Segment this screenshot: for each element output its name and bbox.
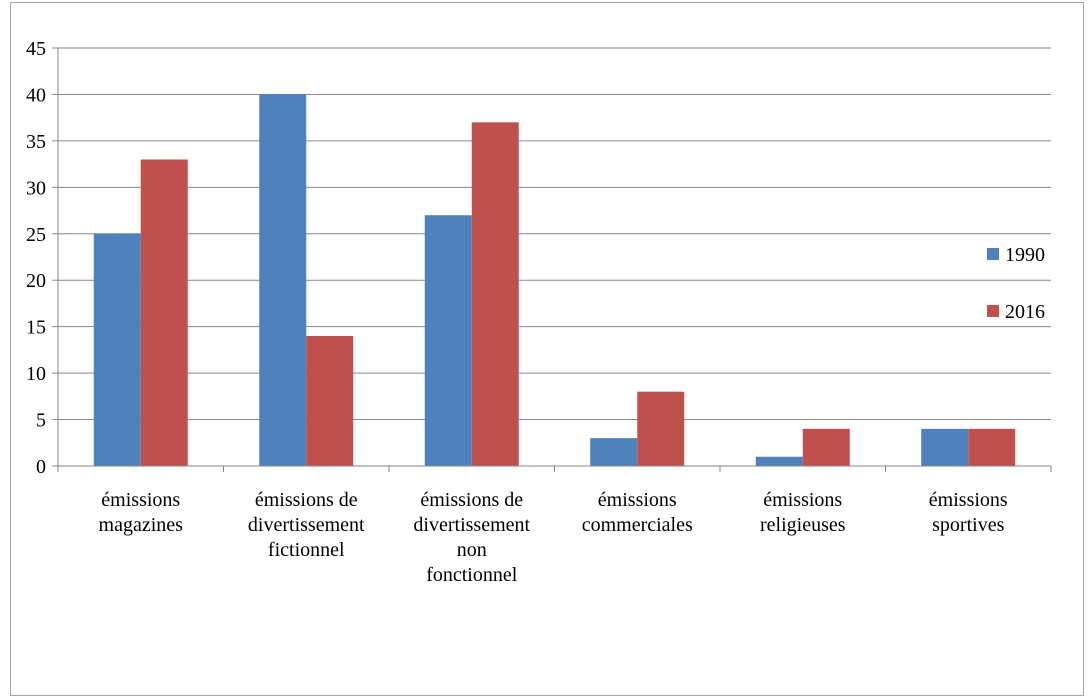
bar-1990-3 [424,215,472,466]
axes [52,47,1052,472]
bar-1990-6 [921,428,969,466]
category-labels: émissions magazines émissions de divertisse… [99,489,1008,586]
bar-2016-6 [968,428,1016,466]
y-tick-labels: 0 5 10 15 20 25 30 35 40 45 [26,38,46,478]
y-tick-label: 5 [36,410,46,432]
legend-swatch-1990 [987,248,999,260]
category-label: émissions sportives [929,489,1008,536]
y-tick-label: 40 [26,84,46,106]
category-label: émissions de divertissement fictionnel [248,489,365,561]
bar-2016-4 [637,391,685,466]
bar-1990-1 [93,233,141,466]
bar-2016-2 [306,335,354,466]
legend-swatch-2016 [987,305,999,317]
bar-1990-5 [755,456,803,466]
gridlines [58,47,1051,421]
category-label: émissions commerciales [582,489,693,536]
bar-1990-4 [590,438,638,466]
y-tick-label: 15 [26,317,46,339]
bar-1990-2 [259,94,307,466]
y-tick-label: 0 [36,456,46,478]
bar-2016-1 [140,159,188,466]
legend-label-1990: 1990 [1005,244,1045,266]
y-tick-label: 10 [26,363,46,385]
bar-2016-5 [802,428,850,466]
chart-frame [10,2,1084,696]
legend: 1990 2016 [987,244,1045,323]
category-label: émissions religieuses [760,489,846,536]
y-tick-label: 20 [26,270,46,292]
y-tick-label: 25 [26,224,46,246]
category-label: émissions magazines [99,489,184,536]
bar-2016-3 [471,122,519,467]
y-tick-label: 45 [26,38,46,60]
y-tick-label: 30 [26,177,46,199]
bars [93,94,1016,467]
y-tick-label: 35 [26,131,46,153]
legend-label-2016: 2016 [1005,301,1045,323]
category-label: émissions de divertissement non fonctionnel [413,489,530,586]
